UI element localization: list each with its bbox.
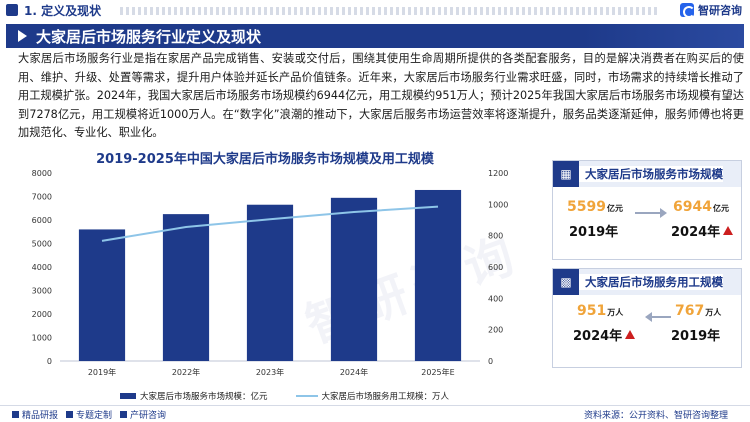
footer-item-label: 专题定制 (76, 411, 112, 421)
y-right-tick-label: 600 (488, 263, 503, 272)
y-left-tick-label: 3000 (32, 287, 52, 296)
labor-scale-card: ▩ 大家居后市场服务用工规模 951万人 2024年 767万人 2019年 (552, 268, 742, 368)
y-left-tick-label: 0 (47, 357, 52, 366)
x-tick-label: 2022年 (172, 367, 200, 377)
section-bullet-icon (6, 4, 18, 16)
section-title: 1. 定义及现状 (24, 2, 101, 19)
y-left-tick-label: 5000 (32, 240, 52, 249)
legend-line-label: 大家居后市场服务用工规模：万人 (322, 390, 450, 402)
y-right-tick-label: 200 (488, 326, 503, 335)
square-icon (120, 411, 127, 418)
top-section-bar: 1. 定义及现状 智研咨询 (0, 0, 750, 22)
bar (247, 205, 293, 361)
labor-left-number: 951 (577, 303, 606, 319)
up-arrow-icon (625, 330, 635, 339)
arrow-right-icon (635, 212, 665, 214)
legend-bar-label: 大家居后市场服务市场规模：亿元 (140, 390, 268, 402)
labor-left-year: 2024年 (573, 329, 622, 344)
y-left-tick-label: 8000 (32, 169, 52, 178)
footer-item[interactable]: 产研咨询 (120, 408, 166, 421)
page-title: 大家居后市场服务行业定义及现状 (36, 26, 261, 47)
title-banner: 大家居后市场服务行业定义及现状 (6, 24, 744, 48)
labor-right-number: 767 (675, 303, 704, 319)
market-from-number: 5599 (567, 199, 606, 215)
bar (79, 229, 125, 361)
market-from-unit: 亿元 (607, 204, 623, 213)
y-left-tick-label: 2000 (32, 310, 52, 319)
up-arrow-icon (723, 226, 733, 235)
footer-item-label: 精品研报 (22, 411, 58, 421)
combo-chart: 0 1000 2000 3000 4000 5000 6000 7000 8000 0 200 400… (14, 165, 514, 387)
labor-right-year: 2019年 (671, 325, 720, 344)
arrow-left-icon (647, 316, 671, 318)
y-left-tick-label: 6000 (32, 216, 52, 225)
market-to-year-wrap: 2024年 (671, 221, 733, 240)
y-right-tick-label: 800 (488, 232, 503, 241)
market-to-year: 2024年 (671, 225, 720, 240)
labor-left-unit: 万人 (607, 308, 623, 317)
footer-item[interactable]: 专题定制 (66, 408, 112, 421)
card-title: 大家居后市场服务用工规模 (579, 274, 723, 290)
market-to-value: 6944亿元 (673, 199, 729, 215)
labor-left-value: 951万人 (577, 303, 623, 319)
y-left-tick-label: 4000 (32, 263, 52, 272)
footer-links: 精品研报 专题定制 产研咨询 (12, 408, 166, 421)
market-to-unit: 亿元 (713, 204, 729, 213)
card-title: 大家居后市场服务市场规模 (579, 166, 723, 182)
labor-right-unit: 万人 (705, 308, 721, 317)
bar (415, 190, 461, 361)
y-right-tick-label: 1000 (488, 200, 508, 209)
y-right-tick-label: 1200 (488, 169, 508, 178)
labor-left-year-wrap: 2024年 (573, 325, 635, 344)
square-icon (66, 411, 73, 418)
y-left-tick-label: 1000 (32, 334, 52, 343)
footer-item-label: 产研咨询 (130, 411, 166, 421)
market-to-number: 6944 (673, 199, 712, 215)
legend-bar-swatch (120, 393, 136, 399)
y-right-tick-label: 400 (488, 294, 503, 303)
decorative-stripes (120, 7, 660, 15)
market-from-year: 2019年 (569, 221, 618, 240)
x-tick-label: 2023年 (256, 367, 284, 377)
footer: 精品研报 专题定制 产研咨询 资料来源：公开资料、智研咨询整理 (0, 405, 750, 422)
intro-paragraph: 大家居后市场服务行业是指在家居产品完成销售、安装或交付后，围绕其使用生命周期所提… (18, 50, 744, 143)
play-arrow-icon (18, 30, 27, 42)
bar-chart-icon: ▩ (553, 269, 579, 295)
chart-legend: 大家居后市场服务市场规模：亿元 大家居后市场服务用工规模：万人 (120, 390, 449, 402)
footer-item[interactable]: 精品研报 (12, 408, 58, 421)
legend-item-bar: 大家居后市场服务市场规模：亿元 (120, 390, 268, 402)
y-left-tick-label: 7000 (32, 193, 52, 202)
market-from-value: 5599亿元 (567, 199, 623, 215)
x-tick-label: 2019年 (88, 367, 116, 377)
legend-line-swatch (296, 395, 318, 397)
x-tick-label: 2024年 (340, 367, 368, 377)
brand-name: 智研咨询 (698, 2, 742, 18)
square-icon (12, 411, 19, 418)
building-icon: ▦ (553, 161, 579, 187)
bar (331, 198, 377, 361)
y-right-tick-label: 0 (488, 357, 493, 366)
bar (163, 214, 209, 361)
card-header: ▦ 大家居后市场服务市场规模 (553, 161, 723, 187)
market-scale-card: ▦ 大家居后市场服务市场规模 5599亿元 2019年 6944亿元 2024年 (552, 160, 742, 260)
brand-logo-icon (680, 3, 694, 17)
card-header: ▩ 大家居后市场服务用工规模 (553, 269, 723, 295)
legend-item-line: 大家居后市场服务用工规模：万人 (296, 390, 450, 402)
labor-right-value: 767万人 (675, 303, 721, 319)
brand: 智研咨询 (680, 2, 742, 18)
x-tick-label: 2025年E (421, 367, 454, 377)
source-note: 资料来源：公开资料、智研咨询整理 (584, 408, 728, 421)
